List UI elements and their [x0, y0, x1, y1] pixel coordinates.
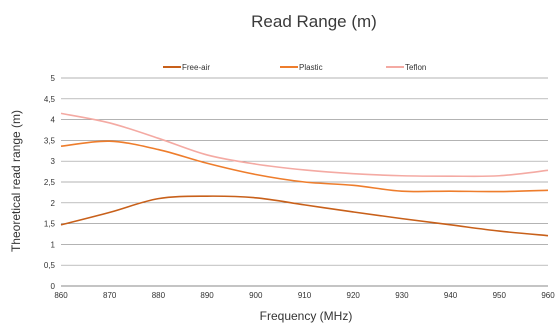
y-tick-label: 1,5 [44, 220, 56, 229]
y-tick-label: 0,5 [44, 261, 56, 270]
y-axis-title: Theoretical read range (m) [9, 110, 23, 252]
legend-label: Teflon [405, 63, 426, 72]
x-tick-label: 870 [103, 291, 117, 300]
y-tick-label: 5 [51, 74, 56, 83]
y-tick-label: 0 [51, 282, 56, 291]
x-tick-label: 880 [152, 291, 166, 300]
y-tick-label: 4,5 [44, 95, 56, 104]
series-line-plastic [60, 140, 549, 193]
gridlines [61, 77, 548, 287]
series-line-free-air [60, 195, 549, 237]
x-tick-label: 960 [541, 291, 555, 300]
series-line-teflon [60, 112, 549, 178]
y-tick-label: 3 [51, 157, 56, 166]
y-tick-label: 2 [51, 199, 56, 208]
x-tick-label: 920 [347, 291, 361, 300]
x-tick-label: 890 [200, 291, 214, 300]
y-tick-label: 4 [51, 116, 56, 125]
chart-title: Read Range (m) [251, 12, 377, 31]
legend: Free-air Plastic Teflon [163, 63, 426, 72]
x-axis-title: Frequency (MHz) [260, 309, 353, 323]
x-tick-label: 950 [493, 291, 507, 300]
y-tick-label: 2,5 [44, 178, 56, 187]
x-tick-label: 860 [54, 291, 68, 300]
x-axis-ticks: 860 870 880 890 900 910 920 930 940 950 960 [54, 291, 555, 300]
series-lines [60, 112, 549, 237]
y-tick-label: 1 [51, 240, 56, 249]
x-tick-label: 900 [249, 291, 263, 300]
x-tick-label: 940 [444, 291, 458, 300]
legend-label: Free-air [182, 63, 210, 72]
x-tick-label: 930 [395, 291, 409, 300]
y-tick-label: 3,5 [44, 136, 56, 145]
legend-label: Plastic [299, 63, 323, 72]
y-axis-ticks: 0 0,5 1 1,5 2 2,5 3 3,5 4 4,5 5 [44, 74, 56, 291]
x-tick-label: 910 [298, 291, 312, 300]
